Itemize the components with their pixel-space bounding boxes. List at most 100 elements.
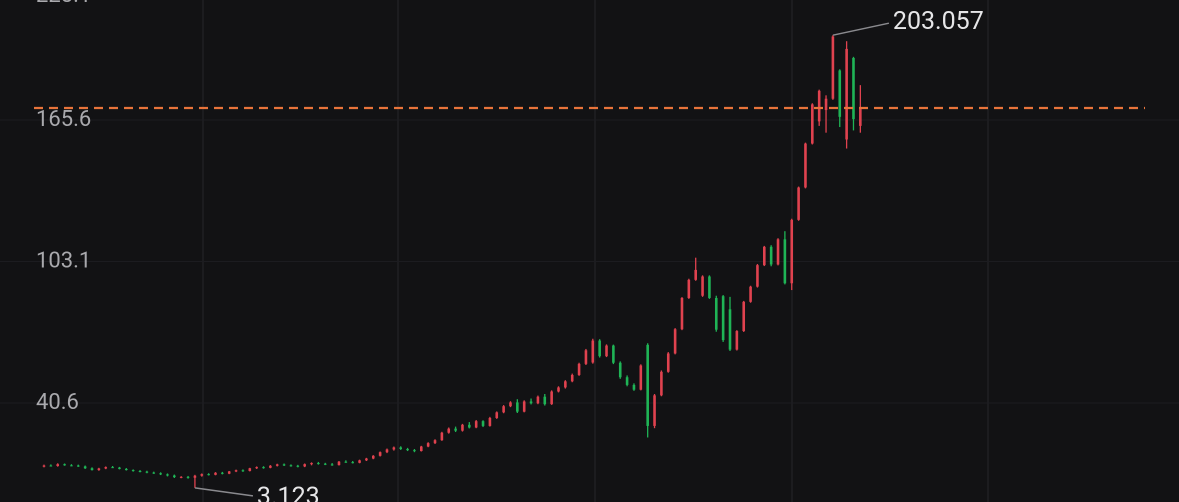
candle-body xyxy=(413,450,416,452)
y-tick-label: 228.1 xyxy=(36,0,91,8)
candle-body xyxy=(680,297,684,330)
candle-body xyxy=(749,286,752,302)
candle-body xyxy=(714,297,718,330)
candle-body xyxy=(317,463,320,465)
candle-body xyxy=(303,464,306,467)
candle-body xyxy=(56,464,60,466)
candle-body xyxy=(454,428,457,431)
candle-body xyxy=(852,57,855,120)
candle-body xyxy=(365,458,368,461)
candles xyxy=(42,35,862,488)
candle-body xyxy=(447,428,451,433)
candle-body xyxy=(378,452,382,456)
candle-body xyxy=(591,340,595,363)
high-label: 203.057 xyxy=(893,7,984,36)
candle-body xyxy=(166,474,169,476)
candle-body xyxy=(639,365,643,390)
candle-body xyxy=(529,401,533,404)
candle-body xyxy=(461,424,464,431)
candle-body xyxy=(495,412,499,418)
candle-body xyxy=(145,471,149,473)
high-leader xyxy=(832,22,890,36)
vertical-grid xyxy=(202,0,989,502)
candle-body xyxy=(70,465,73,467)
candle-body xyxy=(859,108,862,126)
candle-body xyxy=(406,449,409,451)
candle-body xyxy=(694,269,697,280)
candle-body xyxy=(632,384,636,390)
candle-body xyxy=(625,377,629,385)
candle-body xyxy=(125,468,128,471)
candle-body xyxy=(660,371,663,396)
candle-body xyxy=(598,340,601,357)
candle-body xyxy=(721,296,725,341)
candle-body xyxy=(131,470,135,472)
y-tick-label: 40.6 xyxy=(36,390,79,415)
candle-body xyxy=(104,467,108,469)
candle-body xyxy=(845,48,848,140)
candle-body xyxy=(337,461,341,466)
candle-body xyxy=(502,406,505,413)
candle-body xyxy=(234,470,238,472)
candle-body xyxy=(756,265,759,287)
candle-body xyxy=(536,396,540,404)
candle-body xyxy=(269,465,272,468)
candle-body xyxy=(769,246,773,265)
candle-body xyxy=(221,472,224,474)
candle-body xyxy=(111,467,114,469)
candle-body xyxy=(653,395,656,426)
candle-body xyxy=(186,476,190,478)
candle-body xyxy=(817,90,821,122)
candle-body xyxy=(138,470,142,472)
candle-body xyxy=(811,104,814,144)
candle-body xyxy=(289,465,293,467)
candle-body xyxy=(159,473,162,475)
candle-body xyxy=(227,471,231,474)
candle-body xyxy=(330,464,334,466)
candle-body xyxy=(371,455,375,459)
candle-body xyxy=(797,187,800,220)
candle-body xyxy=(509,402,512,407)
candle-body xyxy=(804,143,807,188)
candle-body xyxy=(474,421,478,428)
candle-body xyxy=(77,465,80,467)
candle-body xyxy=(152,472,156,474)
candle-body xyxy=(275,464,279,466)
candle-body xyxy=(392,447,396,450)
candle-body xyxy=(776,239,780,265)
candle-body xyxy=(728,309,732,350)
candle-body xyxy=(708,276,711,298)
candle-body xyxy=(646,344,649,426)
candle-body xyxy=(763,246,766,266)
candle-body xyxy=(516,402,519,412)
candle-body xyxy=(97,468,101,471)
candle-body xyxy=(543,396,547,405)
candle-body xyxy=(344,461,348,463)
candle-body xyxy=(618,362,622,378)
candle-body xyxy=(282,464,286,466)
candle-body xyxy=(735,331,739,350)
candle-body xyxy=(831,36,835,99)
candle-body xyxy=(824,98,828,111)
y-tick-label: 165.6 xyxy=(36,107,91,132)
candle-body xyxy=(433,440,437,444)
low-label: 3.123 xyxy=(257,483,320,502)
candle-body xyxy=(742,301,746,332)
y-tick-label: 103.1 xyxy=(36,248,91,273)
candle-body xyxy=(550,391,553,405)
candle-body xyxy=(687,279,691,298)
candle-body xyxy=(426,443,430,447)
candle-body xyxy=(358,460,361,463)
candle-body xyxy=(666,353,670,372)
candle-body xyxy=(481,421,485,426)
candle-body xyxy=(200,474,204,476)
candle-body xyxy=(783,239,787,284)
candle-body xyxy=(241,470,245,472)
candle-body xyxy=(564,381,567,388)
candle-body xyxy=(207,474,210,476)
candle-body xyxy=(262,467,265,469)
candle-body xyxy=(399,447,403,450)
candle-body xyxy=(310,463,313,465)
